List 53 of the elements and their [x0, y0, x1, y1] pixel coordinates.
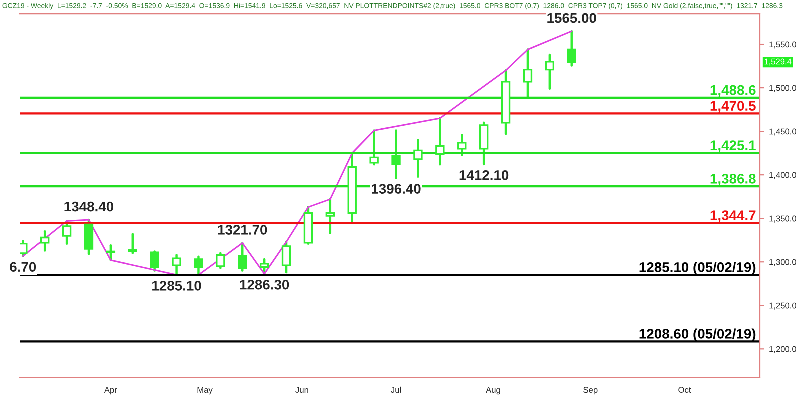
ref-line-label: 1208.60 (05/02/19) — [640, 328, 756, 342]
candlestick — [567, 30, 576, 67]
candlestick — [479, 122, 489, 166]
candlestick — [414, 139, 423, 178]
candlestick — [40, 230, 50, 252]
x-tick-label: Aug — [486, 387, 500, 395]
candlestick — [326, 198, 336, 235]
ref-line-label: 1,470.5 — [710, 101, 756, 113]
annotation: 1565.00 — [548, 13, 596, 24]
ref-line-label: 1,386.8 — [710, 174, 756, 186]
x-tick-label: Apr — [104, 387, 118, 395]
x-tick-label: Sep — [584, 387, 598, 395]
candlestick — [194, 256, 204, 276]
x-tick-label: May — [198, 387, 213, 395]
y-tick-label: 1,550.0 — [770, 42, 797, 49]
y-tick-label: 1,300.0 — [770, 259, 797, 266]
candlestick — [62, 220, 72, 245]
candlestick — [172, 254, 182, 276]
annotation: 1285.10 — [152, 281, 202, 291]
annotation: 6.70 — [10, 262, 36, 272]
ref-line-label: 1,425.1 — [710, 140, 756, 153]
candlestick — [545, 54, 555, 90]
candlestick — [238, 242, 248, 272]
candlestick — [436, 117, 445, 166]
y-tick-label: 1,200.0 — [770, 346, 797, 354]
candlestick — [370, 130, 379, 166]
annotation: 1321.70 — [218, 225, 268, 235]
annotation: 1286.30 — [240, 280, 290, 290]
ref-line-label: 1,344.7 — [710, 210, 756, 222]
candlestick — [392, 130, 401, 180]
annotation: 1396.40 — [372, 184, 421, 194]
candlestick — [128, 233, 138, 255]
candlestick — [150, 250, 160, 272]
y-tick-label: 1,250.0 — [770, 302, 797, 310]
x-tick-label: Jun — [296, 387, 308, 394]
y-tick-label: 1,500.0 — [770, 85, 797, 92]
x-tick-label: Oct — [678, 387, 692, 394]
candlestick — [20, 240, 28, 258]
x-tick-label: Jul — [391, 386, 402, 394]
candlestick — [458, 134, 467, 156]
candlestick — [106, 244, 116, 262]
ref-line-label: 1,488.6 — [710, 85, 756, 98]
y-tick-label: 1,350.0 — [770, 216, 797, 223]
annotation: 1348.40 — [64, 202, 114, 212]
candlestick — [282, 240, 292, 274]
candlestick — [260, 258, 270, 276]
annotation: 1,529.4 — [764, 58, 792, 66]
candlestick — [216, 252, 226, 270]
annotation: 1412.10 — [460, 170, 509, 180]
y-tick-label: 1,450.0 — [770, 128, 797, 136]
y-tick-label: 1,400.0 — [770, 172, 797, 180]
ref-line-label: 1285.10 (05/02/19) — [640, 262, 756, 276]
candlestick — [523, 48, 533, 99]
